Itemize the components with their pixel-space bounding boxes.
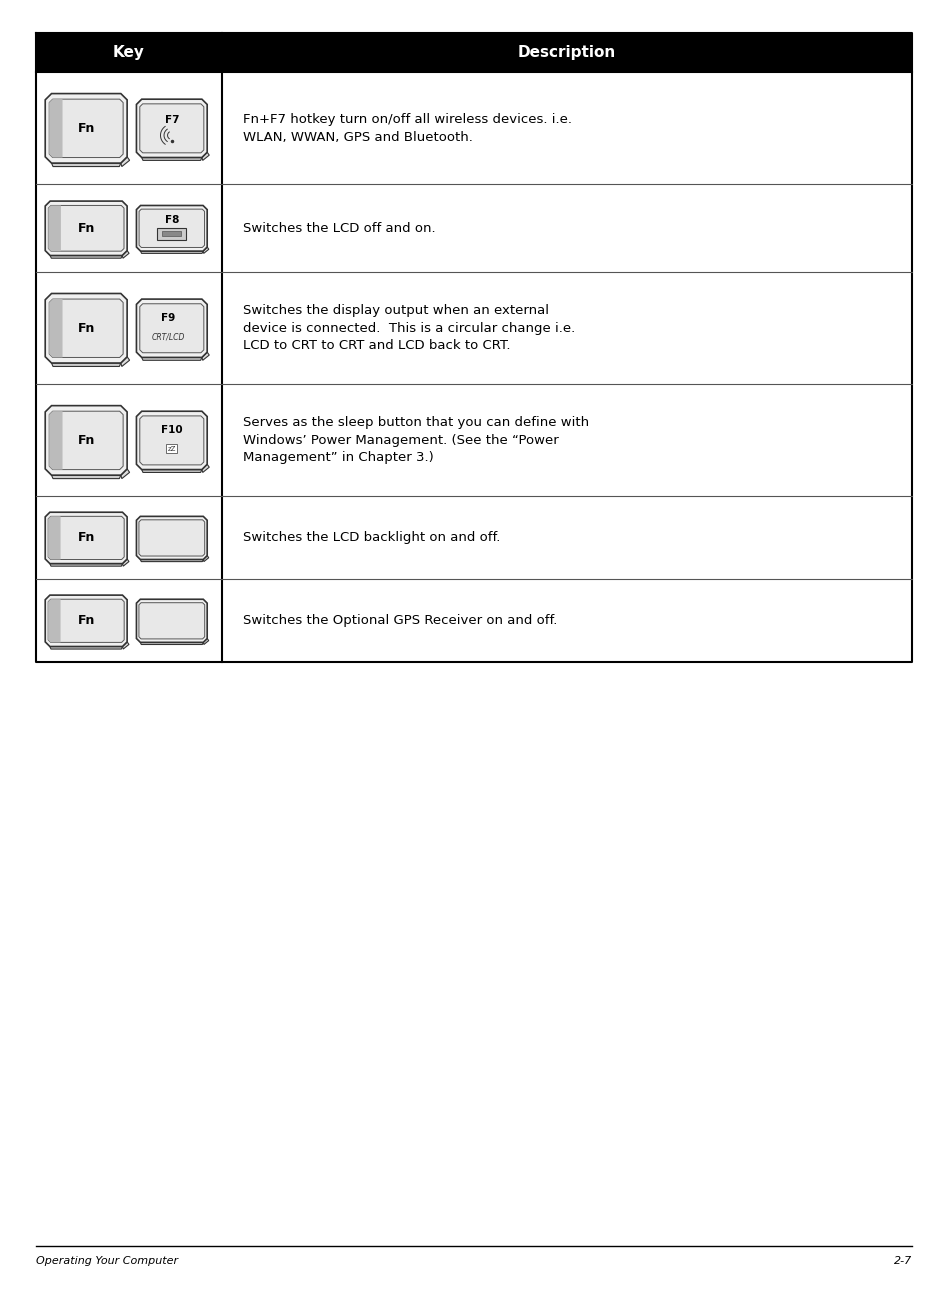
Polygon shape (202, 464, 209, 473)
Polygon shape (139, 603, 205, 639)
Polygon shape (140, 304, 204, 352)
Text: zZ: zZ (167, 445, 176, 452)
Text: Fn: Fn (77, 322, 94, 335)
Polygon shape (121, 156, 129, 167)
Polygon shape (123, 641, 128, 649)
Polygon shape (202, 152, 209, 160)
Polygon shape (136, 516, 207, 560)
Polygon shape (142, 357, 202, 360)
Text: Description: Description (517, 45, 615, 60)
Polygon shape (203, 639, 209, 644)
Text: Serves as the sleep button that you can define with
Windows’ Power Management. (: Serves as the sleep button that you can … (243, 417, 588, 464)
Text: Fn: Fn (77, 531, 94, 544)
Polygon shape (139, 209, 204, 247)
Polygon shape (48, 205, 60, 251)
Polygon shape (121, 469, 129, 478)
Polygon shape (142, 469, 202, 473)
Polygon shape (122, 251, 129, 258)
Text: Switches the Optional GPS Receiver on and off.: Switches the Optional GPS Receiver on an… (243, 615, 557, 627)
Polygon shape (49, 300, 123, 357)
Polygon shape (48, 599, 60, 643)
Text: Fn: Fn (77, 615, 94, 627)
Polygon shape (52, 363, 121, 367)
FancyBboxPatch shape (158, 227, 186, 239)
FancyBboxPatch shape (36, 33, 911, 72)
Polygon shape (48, 516, 60, 560)
Polygon shape (50, 646, 123, 649)
Polygon shape (45, 512, 127, 564)
Polygon shape (136, 99, 207, 158)
Text: F10: F10 (160, 424, 182, 435)
Polygon shape (140, 417, 204, 465)
Text: Fn: Fn (77, 122, 94, 135)
Polygon shape (45, 406, 127, 476)
Polygon shape (203, 556, 209, 561)
Polygon shape (48, 205, 124, 251)
Text: Fn: Fn (77, 434, 94, 447)
Polygon shape (48, 599, 124, 643)
Polygon shape (45, 201, 127, 255)
Polygon shape (50, 564, 123, 566)
Polygon shape (52, 163, 121, 167)
Text: Operating Your Computer: Operating Your Computer (36, 1256, 177, 1267)
Polygon shape (45, 293, 127, 363)
Polygon shape (136, 411, 207, 469)
Polygon shape (139, 520, 205, 556)
Text: CRT/LCD: CRT/LCD (151, 332, 185, 342)
Polygon shape (49, 300, 62, 357)
Text: Switches the LCD off and on.: Switches the LCD off and on. (243, 222, 435, 235)
Text: Fn: Fn (77, 222, 94, 235)
Polygon shape (52, 476, 121, 478)
Text: F7: F7 (164, 114, 178, 125)
Text: Key: Key (113, 45, 144, 60)
Polygon shape (136, 205, 207, 251)
Text: Switches the LCD backlight on and off.: Switches the LCD backlight on and off. (243, 531, 499, 544)
Polygon shape (49, 411, 123, 469)
Text: Switches the display output when an external
device is connected.  This is a cir: Switches the display output when an exte… (243, 305, 575, 352)
Polygon shape (142, 158, 202, 160)
Polygon shape (140, 104, 204, 152)
Text: Fn+F7 hotkey turn on/off all wireless devices. i.e.
WLAN, WWAN, GPS and Bluetoot: Fn+F7 hotkey turn on/off all wireless de… (243, 113, 571, 143)
Polygon shape (136, 599, 207, 643)
Polygon shape (50, 255, 122, 258)
Polygon shape (121, 357, 129, 367)
Polygon shape (141, 251, 203, 254)
Polygon shape (48, 516, 124, 560)
Polygon shape (45, 595, 127, 646)
Text: 2-7: 2-7 (893, 1256, 911, 1267)
Polygon shape (49, 99, 62, 158)
Polygon shape (141, 560, 203, 561)
Polygon shape (136, 300, 207, 357)
FancyBboxPatch shape (162, 231, 181, 237)
Polygon shape (203, 247, 209, 254)
Polygon shape (49, 99, 123, 158)
Polygon shape (141, 643, 203, 644)
Polygon shape (123, 558, 128, 566)
Text: F9: F9 (161, 313, 176, 323)
Text: F8: F8 (164, 215, 178, 225)
Polygon shape (45, 93, 127, 163)
Polygon shape (49, 411, 62, 469)
Polygon shape (202, 352, 209, 360)
